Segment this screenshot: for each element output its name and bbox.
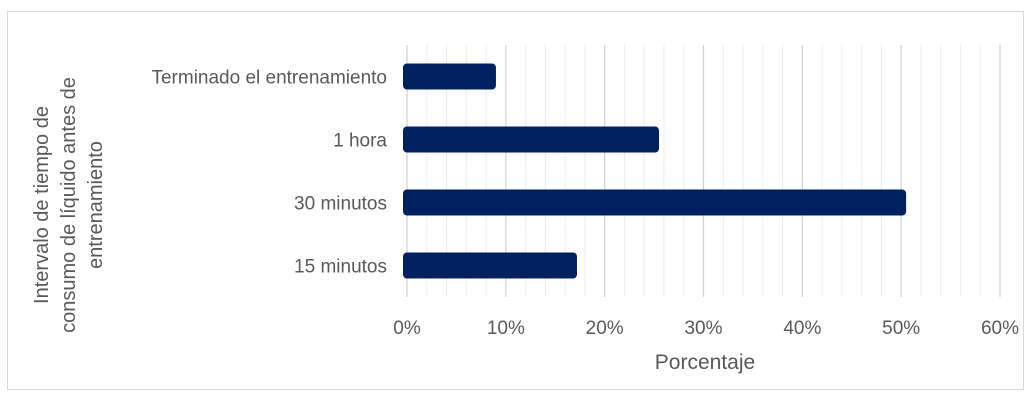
x-tick-label: 60%: [981, 318, 1019, 339]
x-tick-label: 50%: [882, 318, 920, 339]
bars: [403, 63, 907, 279]
bar-2: [403, 126, 660, 153]
x-tick-labels: 0% 10% 20% 30% 40% 50% 60%: [393, 318, 1019, 339]
x-axis-title: Porcentaje: [655, 351, 755, 374]
category-label: 1 hora: [333, 131, 387, 152]
x-tick-label: 10%: [487, 318, 525, 339]
x-tick-label: 30%: [684, 318, 722, 339]
y-axis-title-line: consumo de líquido antes de: [58, 77, 80, 333]
bar-4: [403, 252, 577, 279]
category-label: 15 minutos: [294, 257, 387, 278]
y-axis-title-line: Intervalo de tiempo de: [31, 106, 53, 304]
x-tick-label: 0%: [393, 318, 421, 339]
bar-3: [403, 189, 907, 216]
y-axis-title-line: entrenamiento: [85, 141, 107, 269]
x-tick-label: 40%: [783, 318, 821, 339]
x-tick-label: 20%: [586, 318, 624, 339]
category-label: 30 minutos: [294, 194, 387, 215]
category-label: Terminado el entrenamiento: [151, 68, 387, 89]
category-labels: Terminado el entrenamiento 1 hora 30 minut…: [151, 68, 387, 278]
bar-1: [403, 63, 496, 90]
y-axis-title: Intervalo de tiempo de consumo de líquido…: [31, 77, 107, 333]
